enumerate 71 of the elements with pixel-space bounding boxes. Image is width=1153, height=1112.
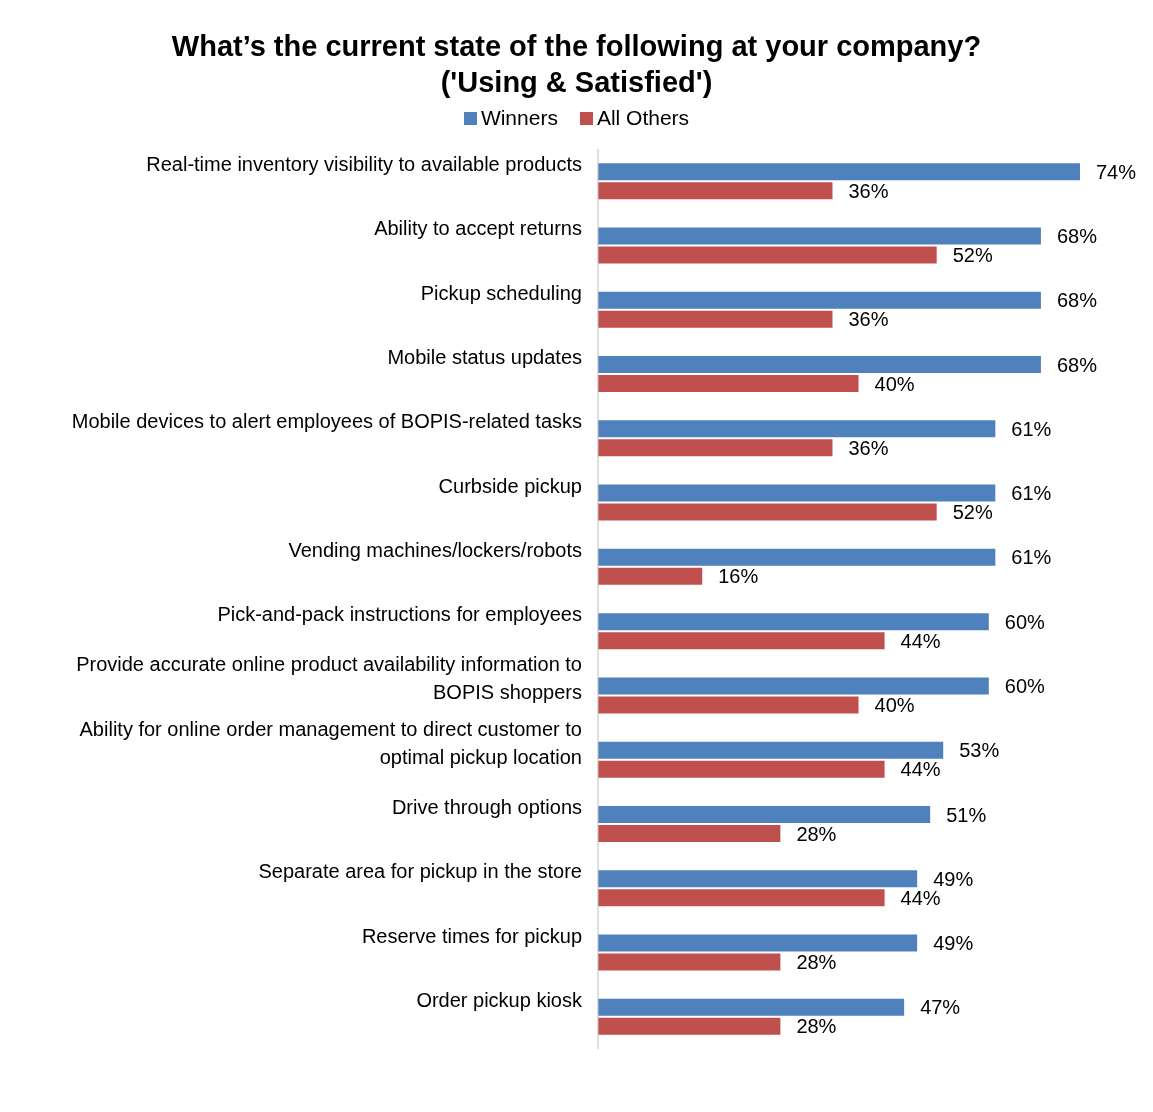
bar xyxy=(598,291,1041,309)
legend-label: All Others xyxy=(595,106,690,130)
y-tick-label: Real-time inventory visibility to available products xyxy=(146,153,582,176)
y-tick-label: Curbside pickup xyxy=(438,474,582,497)
bar xyxy=(598,439,833,457)
data-label: 68% xyxy=(1056,353,1098,376)
bar xyxy=(598,934,918,952)
bar xyxy=(598,375,859,392)
data-label: 61% xyxy=(1011,546,1052,569)
data-label: 16% xyxy=(718,565,759,588)
bar xyxy=(598,825,781,842)
bar xyxy=(598,246,937,264)
data-label: 74% xyxy=(1096,160,1137,183)
bar xyxy=(598,484,996,502)
bar xyxy=(598,677,989,695)
y-tick-label: Order pickup kiosk xyxy=(416,988,583,1011)
bar xyxy=(598,998,905,1016)
bar xyxy=(598,889,885,907)
data-label: 51% xyxy=(946,803,987,826)
y-tick-label: Provide accurate online product availability information to BOPIS shoppers xyxy=(76,653,582,704)
data-label: 44% xyxy=(900,629,941,652)
data-label: 60% xyxy=(1004,674,1046,697)
y-tick-label: Separate area for pickup in the store xyxy=(258,860,582,883)
data-label: 40% xyxy=(874,372,915,395)
data-label: 53% xyxy=(959,739,1000,762)
data-label: 52% xyxy=(952,243,993,266)
data-label: 28% xyxy=(796,822,837,845)
bar xyxy=(598,567,703,585)
legend-label: Winners xyxy=(479,106,558,130)
bar xyxy=(598,163,1080,181)
bar xyxy=(598,696,859,714)
y-tick-label: Mobile devices to alert employees of BOPIS-related tasks xyxy=(71,410,582,433)
data-label: 28% xyxy=(796,1015,837,1038)
bar xyxy=(598,503,937,521)
data-label: 52% xyxy=(952,501,993,524)
bar xyxy=(598,953,781,971)
data-label: 36% xyxy=(848,179,889,202)
bar xyxy=(598,613,989,631)
bar xyxy=(598,310,833,328)
data-label: 68% xyxy=(1056,224,1098,247)
bar xyxy=(598,741,944,759)
bar xyxy=(598,632,885,650)
bar xyxy=(598,182,833,200)
data-label: 60% xyxy=(1004,610,1046,633)
bar xyxy=(598,227,1041,245)
data-label: 61% xyxy=(1011,417,1052,440)
data-label: 47% xyxy=(920,996,961,1019)
bar xyxy=(598,1017,781,1035)
bar xyxy=(598,420,996,438)
y-tick-label: Ability for online order management to direct customer to optimal pickup location xyxy=(79,717,582,768)
data-label: 28% xyxy=(796,951,837,974)
bar xyxy=(598,548,996,566)
y-tick-label: Drive through options xyxy=(391,796,582,818)
y-tick-label: Mobile status updates xyxy=(387,346,582,368)
data-label: 40% xyxy=(874,693,915,716)
bar xyxy=(598,356,1041,373)
y-tick-label: Pickup scheduling xyxy=(420,281,582,304)
data-label: 36% xyxy=(848,308,889,331)
data-label: 44% xyxy=(900,758,941,781)
data-label: 49% xyxy=(933,932,974,955)
data-label: 61% xyxy=(1011,482,1052,505)
data-label: 36% xyxy=(848,436,889,459)
y-tick-label: Reserve times for pickup xyxy=(361,924,582,947)
y-tick-label: Ability to accept returns xyxy=(374,217,582,240)
chart-title: What’s the current state of the following at your company? ('Using & Satisfied') xyxy=(170,29,983,100)
bar xyxy=(598,760,885,778)
y-tick-label: Pick-and-pack instructions for employees xyxy=(217,603,582,626)
bar xyxy=(598,806,931,823)
bar xyxy=(598,870,918,888)
y-tick-label: Vending machines/lockers/robots xyxy=(288,538,582,561)
data-label: 68% xyxy=(1056,289,1098,312)
